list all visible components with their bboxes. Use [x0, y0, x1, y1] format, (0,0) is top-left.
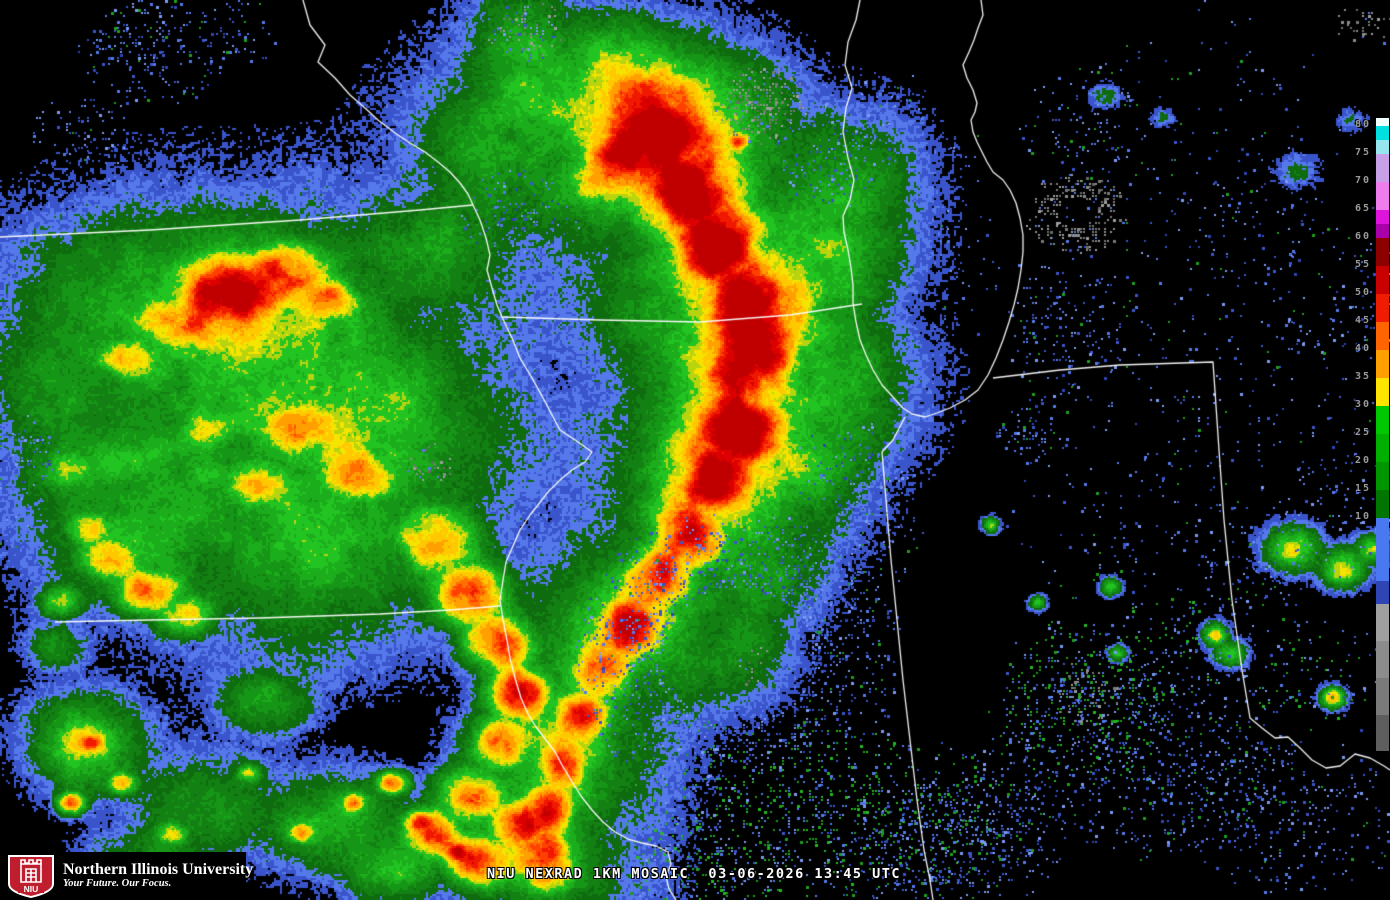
niu-logo: NIU Northern Illinois University Your Fu… — [0, 852, 253, 900]
colorbar-segment — [1376, 378, 1389, 406]
colorbar-segment — [1376, 210, 1389, 224]
colorbar-segment — [1376, 238, 1389, 266]
colorbar-segment — [1376, 581, 1389, 604]
colorbar-segment — [1376, 715, 1389, 751]
colorbar-tick-label: 80 — [1354, 119, 1371, 130]
colorbar-segment — [1376, 406, 1389, 434]
colorbar-segment — [1376, 266, 1389, 294]
university-tagline: Your Future. Our Focus. — [63, 878, 172, 889]
colorbar-tick-label: 45 — [1354, 315, 1371, 326]
colorbar-segment — [1376, 462, 1389, 490]
colorbar-tick-label: 55 — [1354, 259, 1371, 270]
colorbar-tick-label: 35 — [1354, 371, 1371, 382]
mosaic-caption: NIU NEXRAD 1KM MOSAIC 03-06-2026 13:45 U… — [487, 866, 901, 882]
colorbar-segment — [1376, 154, 1389, 182]
colorbar-segment — [1376, 322, 1389, 350]
colorbar-segment — [1376, 604, 1389, 641]
colorbar-segment — [1376, 126, 1389, 140]
colorbar-tick-label: 40 — [1354, 343, 1371, 354]
colorbar-tick-label: 10 — [1354, 511, 1371, 522]
reflectivity-colorbar — [1376, 118, 1389, 751]
colorbar-tick-label: 20 — [1354, 455, 1371, 466]
colorbar-segment — [1376, 518, 1389, 581]
colorbar-segment — [1376, 182, 1389, 210]
colorbar-segment — [1376, 434, 1389, 462]
colorbar-tick-label: 15 — [1354, 483, 1371, 494]
colorbar-tick-label: 30 — [1354, 399, 1371, 410]
colorbar-tick-label: 60 — [1354, 231, 1371, 242]
colorbar-segment — [1376, 350, 1389, 378]
niu-shield-icon: NIU — [8, 854, 54, 898]
colorbar-segment — [1376, 641, 1389, 678]
colorbar-segment — [1376, 224, 1389, 238]
colorbar-segment — [1376, 678, 1389, 715]
colorbar-tick-label: 75 — [1354, 147, 1371, 158]
niu-logo-text: Northern Illinois University Your Future… — [63, 862, 253, 890]
niu-abbr-text: NIU — [24, 884, 39, 894]
colorbar-tick-label: 50 — [1354, 287, 1371, 298]
university-name: Northern Illinois University — [63, 861, 254, 878]
colorbar-tick-label: 70 — [1354, 175, 1371, 186]
colorbar-tick-label: 65 — [1354, 203, 1371, 214]
colorbar-tick-label: 25 — [1354, 427, 1371, 438]
colorbar-segment — [1376, 294, 1389, 322]
colorbar-segment — [1376, 490, 1389, 518]
colorbar-segment — [1376, 140, 1389, 154]
colorbar-segment — [1376, 118, 1389, 126]
